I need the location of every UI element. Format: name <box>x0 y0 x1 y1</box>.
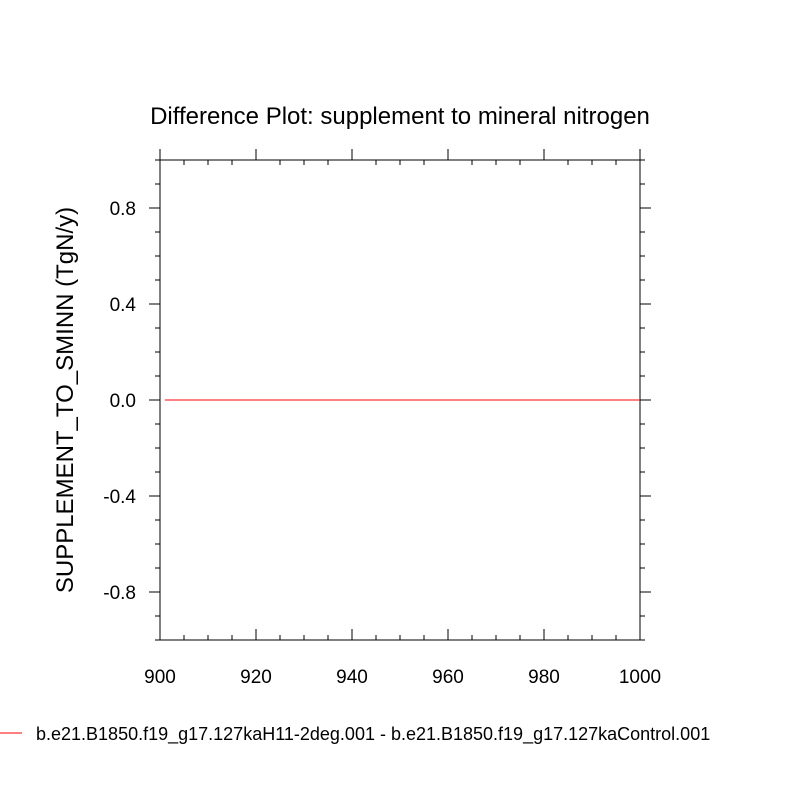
chart-title: Difference Plot: supplement to mineral n… <box>150 103 650 130</box>
y-tick-label: 0.8 <box>110 199 136 220</box>
x-tick-label: 920 <box>240 667 272 688</box>
y-axis-ticks: -0.8 -0.4 0.0 0.4 0.8 <box>103 159 651 641</box>
legend: b.e21.B1850.f19_g17.127kaH11-2deg.001 - … <box>0 724 710 745</box>
x-tick-label: 960 <box>432 667 464 688</box>
x-tick-label: 940 <box>336 667 368 688</box>
y-tick-label: -0.4 <box>103 487 136 508</box>
y-tick-label: 0.0 <box>110 391 136 412</box>
x-tick-label: 980 <box>528 667 560 688</box>
x-tick-label: 1000 <box>619 667 661 688</box>
x-axis-ticks: 900 920 940 960 980 1000 <box>144 149 661 688</box>
legend-label: b.e21.B1850.f19_g17.127kaH11-2deg.001 - … <box>36 724 710 745</box>
y-axis-label: SUPPLEMENT_TO_SMINN (TgN/y) <box>52 207 79 593</box>
x-tick-label: 900 <box>144 667 176 688</box>
y-tick-label: 0.4 <box>110 295 137 316</box>
y-tick-label: -0.8 <box>103 583 136 604</box>
